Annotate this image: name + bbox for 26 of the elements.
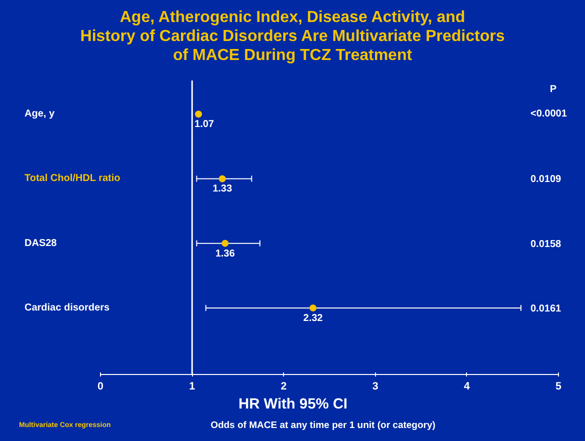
x-axis-title: HR With 95% CI [238,396,348,412]
data-label: 1.07 [194,119,214,130]
y-tick-label: DAS28 [24,238,58,249]
point [310,304,317,312]
x-tick-label: 4 [464,380,470,392]
data-label: 1.36 [215,248,236,260]
annotation: 0.0109 [530,174,562,186]
annotation: 0.0161 [530,303,562,314]
annotation: 0.0158 [530,238,562,250]
x-tick-label: 1 [189,380,196,392]
y-tick-label: Age, y [24,108,55,120]
x-tick-label: 3 [372,380,378,392]
y-tick-label: Total Chol/HDL ratio [24,173,120,184]
x-tick-label: 5 [556,380,562,392]
point [195,110,202,118]
x-tick-label: 2 [280,380,287,392]
text: Odds of MACE at any time per 1 unit (or category) [210,419,436,433]
x-tick-label: 0 [98,380,104,392]
chart-title: Age, Atherogenic Index, Disease Activity, and History of Cardiac Disorders Are Multivariate Predictors of MACE During TCZ Treatment [79,8,506,65]
point [218,175,226,182]
annotation: <0.0001 [530,108,568,120]
point [222,240,229,247]
y-tick-label: Cardiac disorders [24,302,110,314]
data-label: 1.33 [212,184,232,195]
annotation: P [550,84,557,96]
data-label: 2.32 [303,312,324,324]
